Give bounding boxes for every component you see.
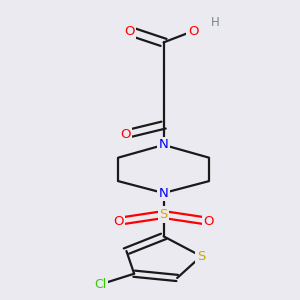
Text: S: S <box>159 208 168 221</box>
Text: O: O <box>113 215 124 228</box>
Text: O: O <box>124 25 135 38</box>
Text: S: S <box>197 250 206 263</box>
Text: O: O <box>204 215 214 228</box>
Text: O: O <box>120 128 130 141</box>
Text: O: O <box>188 25 198 38</box>
Text: Cl: Cl <box>94 278 106 291</box>
Text: N: N <box>159 138 169 152</box>
Text: N: N <box>159 187 169 200</box>
Text: H: H <box>211 16 220 29</box>
